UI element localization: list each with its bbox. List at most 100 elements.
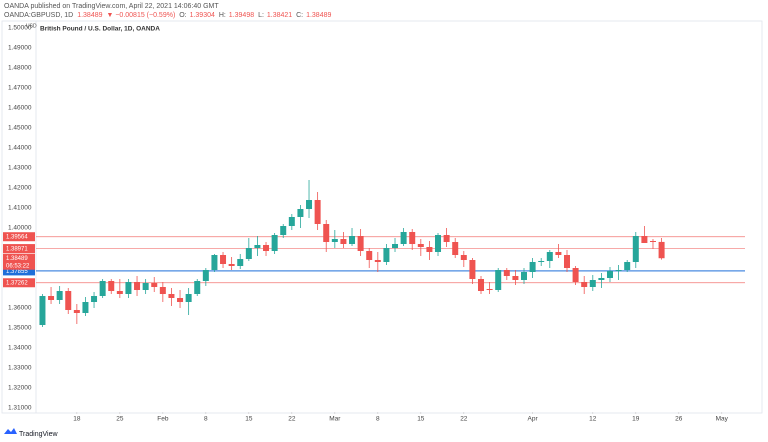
candle-body bbox=[306, 200, 313, 209]
candle-body bbox=[314, 200, 321, 224]
y-tick-label: 1.48000 bbox=[8, 65, 32, 72]
candle-body bbox=[48, 296, 55, 300]
candle-body bbox=[589, 280, 596, 287]
y-tick-label: 1.35000 bbox=[8, 325, 32, 332]
candle-body bbox=[529, 262, 536, 272]
level-tag-label: 1.39564 bbox=[6, 235, 28, 241]
candle-body bbox=[65, 291, 72, 310]
candle-body bbox=[185, 294, 192, 302]
level-tag bbox=[3, 266, 35, 276]
candle-body bbox=[435, 235, 442, 252]
candle-body bbox=[263, 245, 270, 251]
low-value: 1.38421 bbox=[267, 12, 292, 19]
last-price: 1.38489 bbox=[77, 12, 102, 19]
candle-body bbox=[73, 310, 80, 313]
candle-body bbox=[99, 281, 106, 296]
chart-title: British Pound / U.S. Dollar, 1D, OANDA bbox=[40, 26, 160, 33]
candle-body bbox=[598, 278, 605, 280]
candle-body bbox=[400, 232, 407, 244]
y-tick-label: 1.31000 bbox=[8, 405, 32, 412]
footer-logo: TradingView bbox=[4, 428, 58, 438]
currency: USD bbox=[26, 23, 37, 29]
candle-body bbox=[469, 260, 476, 279]
y-tick-label: 1.45000 bbox=[8, 125, 32, 132]
candle-body bbox=[134, 282, 141, 290]
y-tick-label: 1.40000 bbox=[8, 225, 32, 232]
candle-body bbox=[288, 217, 295, 226]
y-tick-label: 1.50000 bbox=[8, 25, 32, 32]
candle-body bbox=[237, 259, 244, 266]
candle-body bbox=[228, 264, 235, 266]
x-tick-label: Apr bbox=[528, 416, 539, 423]
open-label: O: bbox=[179, 12, 186, 19]
chart-frame bbox=[1, 20, 763, 414]
candle-body bbox=[271, 235, 278, 251]
candle-body bbox=[357, 236, 364, 251]
candle-body bbox=[615, 270, 622, 271]
last-price-tag-label: 1.38489 bbox=[6, 256, 28, 262]
candle-body bbox=[349, 236, 356, 244]
candle-body bbox=[452, 242, 459, 255]
candle-body bbox=[538, 261, 545, 262]
x-tick-label: 15 bbox=[417, 416, 425, 423]
candle-body bbox=[151, 283, 158, 287]
candle-body bbox=[108, 281, 115, 291]
candle-body bbox=[142, 283, 149, 290]
x-tick-label: 15 bbox=[245, 416, 253, 423]
y-tick-label: 1.43000 bbox=[8, 165, 32, 172]
candle-body bbox=[555, 252, 562, 255]
y-tick-label: 1.46000 bbox=[8, 105, 32, 112]
candle-body bbox=[649, 241, 656, 242]
logo-icon bbox=[4, 428, 17, 434]
candle-body bbox=[658, 241, 665, 259]
level-tag-label: 1.38971 bbox=[6, 246, 28, 252]
candle-body bbox=[323, 224, 330, 242]
y-tick-label: 1.34000 bbox=[8, 345, 32, 352]
candle-body bbox=[39, 296, 46, 325]
x-tick-label: 8 bbox=[204, 416, 208, 423]
candle-body bbox=[383, 248, 390, 262]
candle-body bbox=[417, 244, 424, 247]
y-tick-label: 1.36000 bbox=[8, 305, 32, 312]
y-tick-label: 1.47000 bbox=[8, 85, 32, 92]
x-tick-label: 12 bbox=[589, 416, 597, 423]
symbol: OANDA:GBPUSD, 1D bbox=[4, 12, 73, 19]
candle-body bbox=[478, 279, 485, 291]
candle-body bbox=[125, 282, 132, 294]
candle-body bbox=[606, 271, 613, 278]
candle-body bbox=[512, 276, 519, 280]
candle-body bbox=[486, 289, 493, 290]
close-label: C: bbox=[296, 12, 303, 19]
candle-body bbox=[521, 272, 528, 280]
low-label: L: bbox=[258, 12, 264, 19]
quote-line: OANDA:GBPUSD, 1D 1.38489 ▼ −0.00815 (−0.… bbox=[4, 12, 331, 19]
x-tick-label: 22 bbox=[460, 416, 468, 423]
candle-body bbox=[82, 302, 89, 313]
candle-body bbox=[194, 281, 201, 294]
candle-body bbox=[581, 282, 588, 287]
change: ▼ −0.00815 (−0.59%) bbox=[106, 12, 175, 19]
high-value: 1.39498 bbox=[229, 12, 254, 19]
level-tag-label: 1.37262 bbox=[6, 281, 28, 287]
candle-body bbox=[572, 268, 579, 282]
candle-body bbox=[168, 294, 175, 298]
candle-body bbox=[211, 255, 218, 270]
footer: TradingView bbox=[19, 431, 58, 438]
x-tick-label: 8 bbox=[376, 416, 380, 423]
candle-body bbox=[202, 270, 209, 281]
candle-body bbox=[159, 287, 166, 294]
candle-body bbox=[374, 260, 381, 262]
candle-body bbox=[503, 270, 510, 276]
candle-body bbox=[392, 244, 399, 248]
high-label: H: bbox=[219, 12, 226, 19]
candle-body bbox=[460, 255, 467, 260]
y-tick-label: 1.42000 bbox=[8, 185, 32, 192]
level-tag bbox=[3, 278, 35, 288]
y-tick-label: 1.49000 bbox=[8, 45, 32, 52]
close-value: 1.38489 bbox=[306, 12, 331, 19]
x-tick-label: 18 bbox=[73, 416, 81, 423]
x-tick-label: 19 bbox=[632, 416, 640, 423]
candle-body bbox=[220, 255, 227, 264]
